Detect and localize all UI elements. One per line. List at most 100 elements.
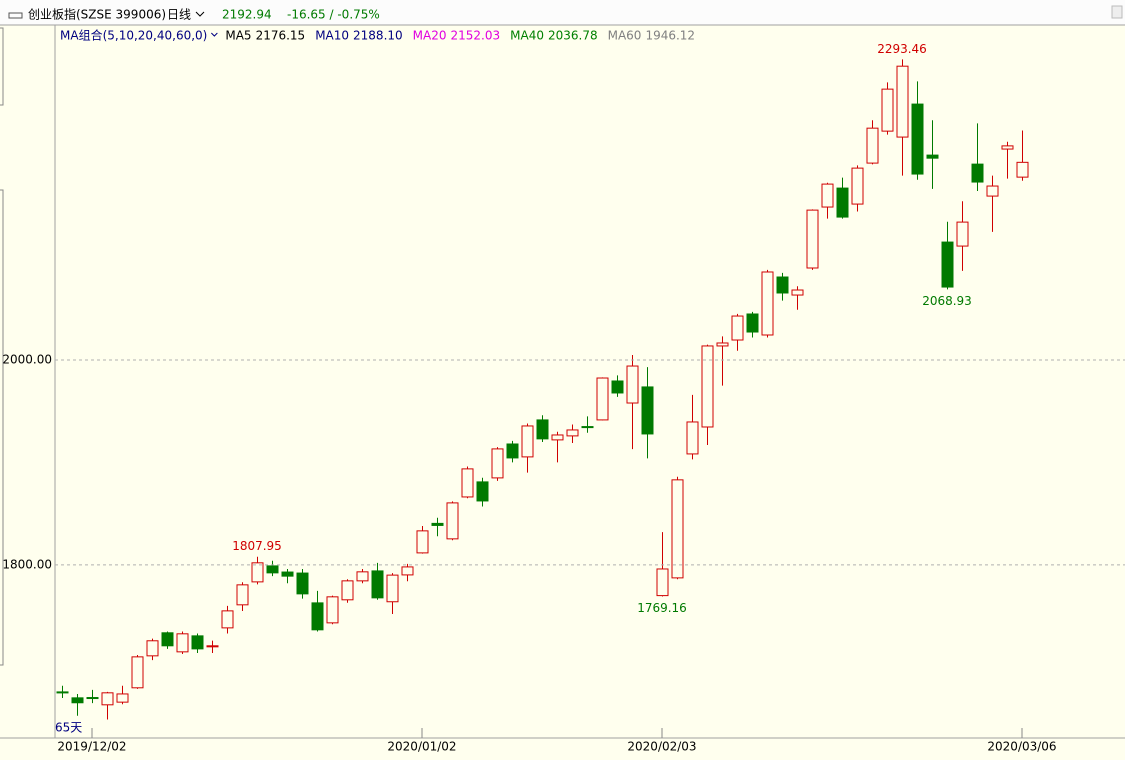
- side-handle[interactable]: [0, 27, 4, 666]
- candle-body: [476, 481, 489, 502]
- candle-body: [536, 419, 549, 440]
- extreme-label: 1769.16: [637, 601, 687, 615]
- candle-body: [791, 289, 804, 296]
- days-label: 65天: [55, 721, 82, 735]
- x-tick-label: 2019/12/02: [57, 740, 126, 754]
- ma-value: 2176.15: [256, 29, 306, 43]
- candle-body: [431, 522, 444, 526]
- ma-value: 2036.78: [548, 29, 598, 43]
- candle-body: [626, 365, 639, 404]
- extreme-label: 2293.46: [877, 42, 927, 56]
- candle-body: [446, 502, 459, 540]
- link-icon[interactable]: [8, 12, 23, 19]
- candle-body: [506, 443, 519, 459]
- candle-body: [281, 571, 294, 577]
- candle-body: [911, 103, 924, 175]
- x-axis-strip: [0, 738, 1125, 760]
- ma-value: 1946.12: [645, 29, 695, 43]
- x-tick-label: 2020/02/03: [627, 740, 696, 754]
- index-title: 创业板指(SZSE 399006): [28, 7, 166, 22]
- window-control[interactable]: [1111, 5, 1123, 19]
- candle-body: [71, 697, 84, 704]
- candle-body: [776, 276, 789, 294]
- candle-body: [851, 167, 864, 205]
- candle-body: [566, 429, 579, 437]
- current-price: 2192.94: [222, 8, 272, 22]
- candle-body: [161, 632, 174, 647]
- candle-body: [926, 154, 939, 159]
- ma-value: 2188.10: [353, 29, 403, 43]
- candle-body: [1016, 161, 1029, 178]
- extreme-label: 2068.93: [922, 294, 972, 308]
- candle-body: [326, 596, 339, 624]
- candle-body: [866, 127, 879, 164]
- candle-body: [551, 434, 564, 441]
- candle-body: [836, 187, 849, 218]
- candle-body: [131, 656, 144, 689]
- candle-body: [731, 315, 744, 341]
- x-tick-label: 2020/03/06: [987, 740, 1056, 754]
- candle-body: [296, 572, 309, 595]
- candle-body: [191, 635, 204, 650]
- candle-body: [176, 633, 189, 653]
- candle-body: [341, 580, 354, 601]
- candle-body: [581, 426, 594, 429]
- candle-body: [1001, 145, 1014, 150]
- ma-name: MA10: [315, 29, 349, 43]
- candle-body: [656, 568, 669, 597]
- period-selector[interactable]: 日线: [167, 8, 191, 22]
- ma-value: 2152.03: [451, 29, 501, 43]
- candle-body: [896, 65, 909, 138]
- candle-body: [881, 88, 894, 132]
- candle-body: [371, 570, 384, 599]
- candle-body: [806, 209, 819, 269]
- candle-body: [461, 468, 474, 498]
- candle-body: [941, 241, 954, 288]
- candle-body: [416, 530, 429, 554]
- candle-body: [101, 692, 114, 706]
- extreme-label: 1807.95: [232, 539, 282, 553]
- y-tick-label: 1800.00: [2, 557, 52, 571]
- candle-body: [641, 386, 654, 435]
- top-bar: [0, 0, 1125, 25]
- candle-body: [56, 691, 69, 694]
- candle-body: [971, 163, 984, 183]
- ma-name: MA60: [608, 29, 642, 43]
- ma-dropdown-icon: [211, 32, 218, 37]
- candle-body: [146, 640, 159, 657]
- candle-body: [611, 380, 624, 394]
- ma-legend-label[interactable]: MA组合(5,10,20,40,60,0): [60, 28, 207, 43]
- y-tick-label: 2000.00: [2, 352, 52, 366]
- candle-body: [671, 479, 684, 579]
- plot: 1807.95 1769.16 2293.46 2068.93: [56, 42, 1029, 720]
- candle-body: [821, 183, 834, 208]
- candle-body: [116, 693, 129, 703]
- candle-body: [746, 313, 759, 333]
- candle-body: [761, 271, 774, 336]
- candle-body: [401, 566, 414, 576]
- candle-body: [986, 185, 999, 197]
- candle-body: [236, 584, 249, 606]
- candle-body: [956, 221, 969, 247]
- candle-body: [221, 610, 234, 629]
- candle-body: [206, 645, 219, 648]
- candle-body: [686, 421, 699, 455]
- ma-name: MA40: [510, 29, 544, 43]
- candle-body: [716, 342, 729, 347]
- candle-body: [86, 697, 99, 700]
- ma-name: MA5: [225, 29, 251, 43]
- candle-body: [386, 574, 399, 603]
- price-change: -16.65 / -0.75%: [287, 8, 380, 22]
- candle-body: [491, 448, 504, 479]
- candle-body: [701, 345, 714, 428]
- candle-body: [596, 377, 609, 421]
- candle-body: [266, 565, 279, 574]
- candle-body: [356, 571, 369, 582]
- ma-name: MA20: [413, 29, 447, 43]
- candle-body: [521, 425, 534, 458]
- candle-body: [311, 602, 324, 631]
- dropdown-icon[interactable]: [195, 11, 205, 17]
- candle-body: [251, 562, 264, 583]
- x-tick-label: 2020/01/02: [387, 740, 456, 754]
